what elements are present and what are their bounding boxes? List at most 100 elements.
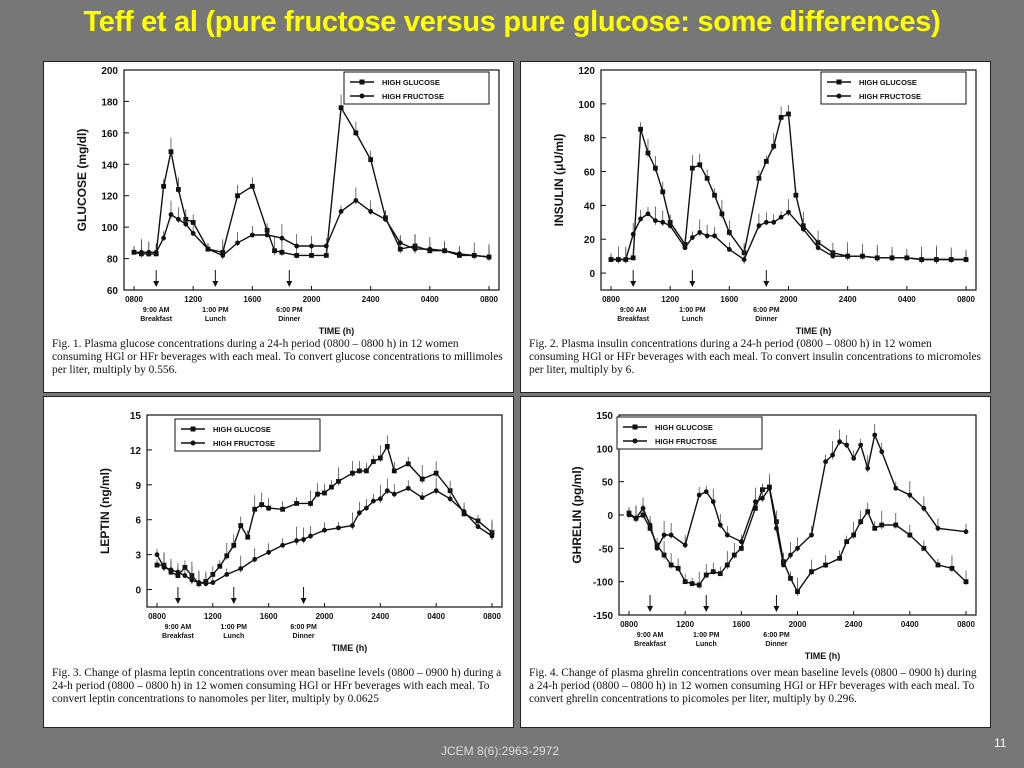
y-tick-label: 0 xyxy=(135,586,141,597)
data-point-high-fructose xyxy=(668,532,674,538)
data-point-high-glucose xyxy=(405,461,411,467)
data-point-high-fructose xyxy=(356,510,362,516)
x-tick-label: 0400 xyxy=(421,295,439,304)
series-line-high-glucose xyxy=(133,105,490,258)
data-point-high-glucose xyxy=(356,468,362,474)
meal-arrow-head xyxy=(703,606,710,612)
data-point-high-fructose xyxy=(652,218,658,224)
data-point-high-glucose xyxy=(322,490,327,496)
data-point-high-glucose xyxy=(786,111,791,117)
data-point-high-fructose xyxy=(175,216,181,222)
x-tick-label: 1200 xyxy=(676,620,694,629)
data-point-high-fructose xyxy=(383,216,388,222)
data-point-high-fructose xyxy=(823,459,828,465)
data-point-high-glucose xyxy=(689,165,695,171)
data-point-high-glucose xyxy=(837,555,843,561)
x-tick-label: 2000 xyxy=(316,612,334,621)
data-point-high-fructose xyxy=(710,499,716,505)
data-point-high-glucose xyxy=(851,532,857,538)
data-point-high-fructose xyxy=(724,532,730,538)
data-point-high-glucose xyxy=(704,175,710,181)
data-point-high-glucose xyxy=(638,126,643,132)
data-point-high-glucose xyxy=(921,545,927,551)
legend-marker-circle xyxy=(836,93,842,99)
data-point-high-fructose xyxy=(457,251,462,257)
data-point-high-fructose xyxy=(471,253,477,258)
series-line-high-fructose xyxy=(156,487,493,585)
data-point-high-glucose xyxy=(719,211,725,217)
meal-label: Dinner xyxy=(755,316,777,323)
y-axis-label: INSULIN (μU/ml) xyxy=(552,134,566,227)
figure-4-caption: Fig. 4. Change of plasma ghrelin concent… xyxy=(529,667,977,705)
data-point-high-glucose xyxy=(630,255,636,261)
data-point-high-glucose xyxy=(640,512,646,518)
data-point-high-glucose xyxy=(238,523,244,528)
x-tick-label: 0800 xyxy=(957,620,975,629)
meal-arrow-head xyxy=(647,606,654,612)
data-point-high-fructose xyxy=(210,580,216,585)
data-point-high-glucose xyxy=(752,505,758,511)
y-tick-label: -50 xyxy=(599,544,614,555)
data-point-high-fructose xyxy=(774,525,779,531)
data-point-high-glucose xyxy=(696,582,702,588)
legend-box xyxy=(174,418,321,452)
legend-label: HIGH FRUCTOSE xyxy=(213,439,275,448)
figure-3-caption: Fig. 3. Change of plasma leptin concentr… xyxy=(52,667,502,705)
data-point-high-fructose xyxy=(608,257,614,262)
data-point-high-glucose xyxy=(731,552,737,558)
glucose-chart: 60 80 100 120 140 160 180 200 0800 1200 1600 2000 24… xyxy=(75,66,500,336)
data-point-high-glucose xyxy=(336,478,341,484)
data-point-high-glucose xyxy=(190,220,196,225)
legend-label: HIGH FRUCTOSE xyxy=(382,92,444,101)
data-point-high-glucose xyxy=(266,505,272,511)
data-point-high-fructose xyxy=(486,254,492,260)
data-point-high-glucose xyxy=(935,562,941,568)
y-tick-label: 200 xyxy=(101,66,118,77)
data-point-high-glucose xyxy=(154,562,160,568)
data-point-high-glucose xyxy=(231,542,237,548)
data-point-high-glucose xyxy=(652,165,658,171)
y-axis-label: GLUCOSE (mg/dl) xyxy=(75,129,89,232)
y-tick-label: 3 xyxy=(135,551,141,562)
data-point-high-fructose xyxy=(475,524,481,530)
data-point-high-fructose xyxy=(294,243,300,249)
data-point-high-fructose xyxy=(689,235,695,240)
data-point-high-glucose xyxy=(907,532,913,538)
data-point-high-glucose xyxy=(377,455,383,461)
data-point-high-glucose xyxy=(809,569,814,575)
data-point-high-fructose xyxy=(682,542,688,548)
data-point-high-fructose xyxy=(203,581,209,587)
y-tick-label: 80 xyxy=(584,134,596,145)
x-axis-label: TIME (h) xyxy=(796,326,832,336)
data-point-high-fructose xyxy=(183,221,189,227)
data-point-high-fructose xyxy=(168,567,174,573)
data-point-high-glucose xyxy=(235,193,240,199)
data-point-high-fructose xyxy=(368,209,374,214)
data-point-high-glucose xyxy=(893,522,899,528)
data-point-high-fructose xyxy=(461,509,467,514)
data-point-high-fructose xyxy=(921,505,927,511)
insulin-chart: 0 20 40 60 80 100 120 0800 1200 1600 2000 2400 0400 0… xyxy=(552,66,977,336)
x-tick-label: 2000 xyxy=(789,620,807,629)
meal-label: Lunch xyxy=(696,641,717,648)
data-point-high-fructose xyxy=(196,580,202,585)
meal-arrow-head xyxy=(300,598,307,604)
x-tick-label: 0400 xyxy=(898,295,916,304)
data-point-high-glucose xyxy=(338,105,344,111)
y-tick-label: 12 xyxy=(130,446,142,457)
data-point-high-glucose xyxy=(668,562,674,568)
data-point-high-fructose xyxy=(717,522,723,528)
data-point-high-glucose xyxy=(168,149,174,155)
data-point-high-fructose xyxy=(872,432,878,438)
data-point-high-glucose xyxy=(175,187,181,192)
y-tick-label: 100 xyxy=(101,223,118,234)
data-point-high-fructose xyxy=(412,246,418,252)
y-tick-label: 100 xyxy=(578,100,595,111)
data-point-high-fructose xyxy=(252,556,258,562)
data-point-high-fructose xyxy=(752,499,758,505)
data-point-high-glucose xyxy=(712,192,717,198)
data-point-high-fructose xyxy=(168,212,174,217)
data-point-high-glucose xyxy=(272,248,277,254)
data-point-high-fructose xyxy=(907,492,913,498)
x-tick-label: 1200 xyxy=(204,612,222,621)
